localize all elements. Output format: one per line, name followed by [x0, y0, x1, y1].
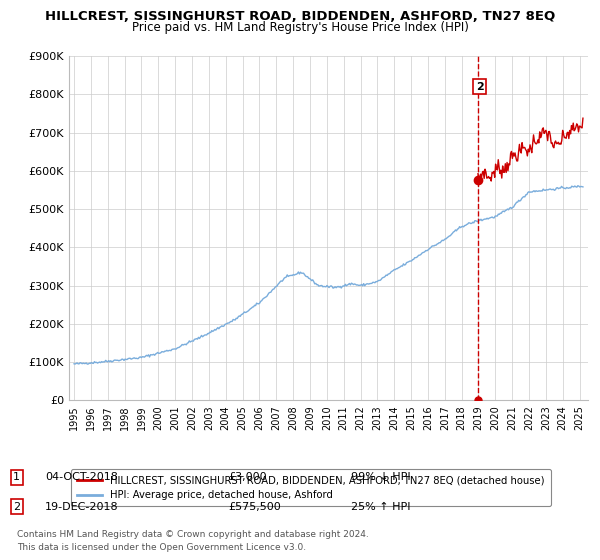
Text: 2: 2 [476, 82, 484, 92]
Text: £3,000: £3,000 [228, 472, 266, 482]
Text: HILLCREST, SISSINGHURST ROAD, BIDDENDEN, ASHFORD, TN27 8EQ: HILLCREST, SISSINGHURST ROAD, BIDDENDEN,… [45, 10, 555, 23]
Text: £575,500: £575,500 [228, 502, 281, 512]
Text: Price paid vs. HM Land Registry's House Price Index (HPI): Price paid vs. HM Land Registry's House … [131, 21, 469, 34]
Text: 19-DEC-2018: 19-DEC-2018 [45, 502, 119, 512]
Text: This data is licensed under the Open Government Licence v3.0.: This data is licensed under the Open Gov… [17, 543, 306, 552]
Legend: HILLCREST, SISSINGHURST ROAD, BIDDENDEN, ASHFORD, TN27 8EQ (detached house), HPI: HILLCREST, SISSINGHURST ROAD, BIDDENDEN,… [71, 469, 551, 506]
Text: Contains HM Land Registry data © Crown copyright and database right 2024.: Contains HM Land Registry data © Crown c… [17, 530, 368, 539]
Text: 2: 2 [13, 502, 20, 512]
Text: 1: 1 [13, 472, 20, 482]
Text: 04-OCT-2018: 04-OCT-2018 [45, 472, 118, 482]
Text: 25% ↑ HPI: 25% ↑ HPI [351, 502, 410, 512]
Text: 99% ↓ HPI: 99% ↓ HPI [351, 472, 410, 482]
